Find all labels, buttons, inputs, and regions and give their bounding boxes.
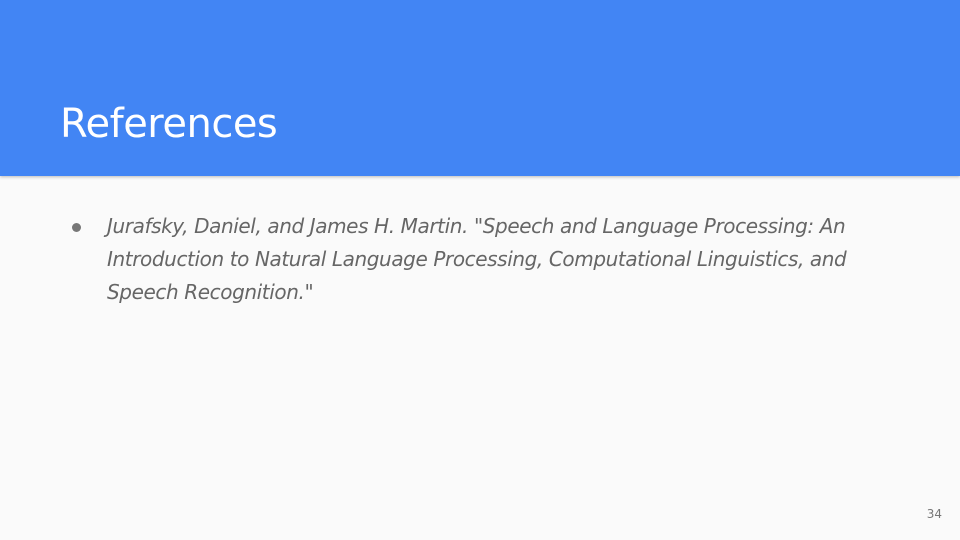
page-number: 34 (926, 507, 942, 521)
title-bar: References (0, 0, 960, 176)
reference-text: Jurafsky, Daniel, and James H. Martin. "… (107, 214, 847, 304)
reference-item: Jurafsky, Daniel, and James H. Martin. "… (72, 210, 902, 309)
reference-list: Jurafsky, Daniel, and James H. Martin. "… (72, 210, 902, 309)
slide-title: References (60, 101, 278, 147)
bullet-icon (72, 223, 81, 232)
slide-body: Jurafsky, Daniel, and James H. Martin. "… (72, 210, 902, 309)
